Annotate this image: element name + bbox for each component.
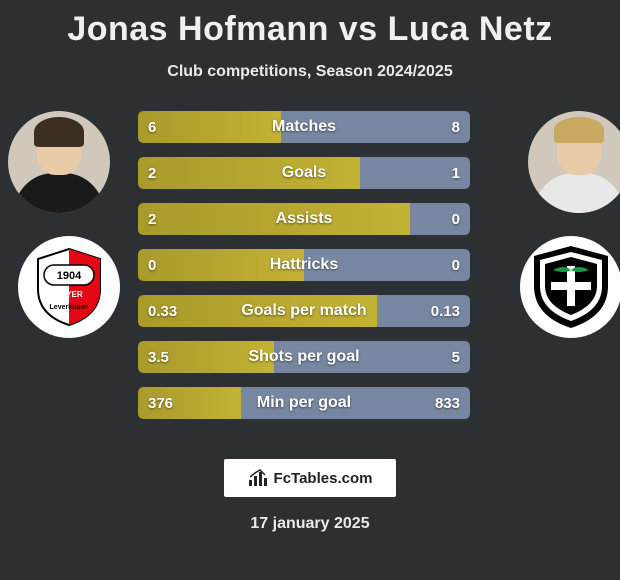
metric-bars: 68Matches 21Goals 20Assists 00Hattricks 0.33… bbox=[138, 111, 470, 433]
chart-icon bbox=[248, 469, 270, 487]
comparison-content: 1904 BAYER Leverkusen 68Matches 21Goals 20… bbox=[0, 111, 620, 441]
metric-row: 3.55Shots per goal bbox=[138, 341, 470, 373]
svg-text:1904: 1904 bbox=[57, 270, 82, 282]
metric-label: Goals per match bbox=[138, 295, 470, 327]
metric-row: 376833Min per goal bbox=[138, 387, 470, 419]
metric-label: Matches bbox=[138, 111, 470, 143]
brand-badge: FcTables.com bbox=[224, 459, 396, 497]
club-right-badge bbox=[520, 236, 620, 338]
comparison-subtitle: Club competitions, Season 2024/2025 bbox=[0, 63, 620, 81]
brand-text: FcTables.com bbox=[274, 470, 373, 487]
metric-row: 00Hattricks bbox=[138, 249, 470, 281]
metric-label: Min per goal bbox=[138, 387, 470, 419]
svg-text:Leverkusen: Leverkusen bbox=[50, 304, 89, 311]
footer-date: 17 january 2025 bbox=[0, 515, 620, 533]
svg-text:BAYER: BAYER bbox=[55, 290, 82, 299]
metric-label: Shots per goal bbox=[138, 341, 470, 373]
metric-label: Hattricks bbox=[138, 249, 470, 281]
club-left-badge: 1904 BAYER Leverkusen bbox=[18, 236, 120, 338]
comparison-title: Jonas Hofmann vs Luca Netz bbox=[0, 0, 620, 49]
metric-row: 68Matches bbox=[138, 111, 470, 143]
player-right-avatar bbox=[528, 111, 620, 213]
metric-row: 0.330.13Goals per match bbox=[138, 295, 470, 327]
metric-row: 20Assists bbox=[138, 203, 470, 235]
metric-label: Assists bbox=[138, 203, 470, 235]
metric-row: 21Goals bbox=[138, 157, 470, 189]
player-left-avatar bbox=[8, 111, 110, 213]
metric-label: Goals bbox=[138, 157, 470, 189]
